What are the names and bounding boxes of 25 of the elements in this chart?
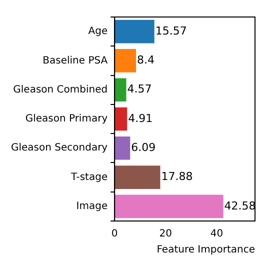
y-tick-label: Gleason Combined [13,84,108,96]
y-tick-label: T-stage [70,172,108,183]
x-axis-title: Feature Importance [156,244,255,256]
bar [114,49,136,72]
y-tick-label: Gleason Secondary [10,142,108,154]
x-tick-label: 40 [210,228,224,240]
y-tick-label: Image [76,201,108,212]
y-tick-label: Baseline PSA [42,55,108,66]
data-label: 4.91 [128,112,153,125]
x-tick-label: 0 [111,228,118,240]
x-tick-label: 20 [159,228,172,240]
bar [114,78,126,102]
bar [114,20,154,44]
data-label: 4.57 [127,82,152,96]
y-tick-label: Age [88,26,108,38]
bar [114,194,224,218]
bar [114,166,160,189]
data-label: 8.4 [137,54,155,67]
bar [114,136,130,160]
y-tick-label: Gleason Primary [25,114,108,125]
data-label: 17.88 [161,170,193,184]
bar [114,107,128,131]
data-label: 15.57 [155,24,187,38]
data-label: 42.58 [224,199,256,212]
data-label: 6.09 [131,141,156,154]
